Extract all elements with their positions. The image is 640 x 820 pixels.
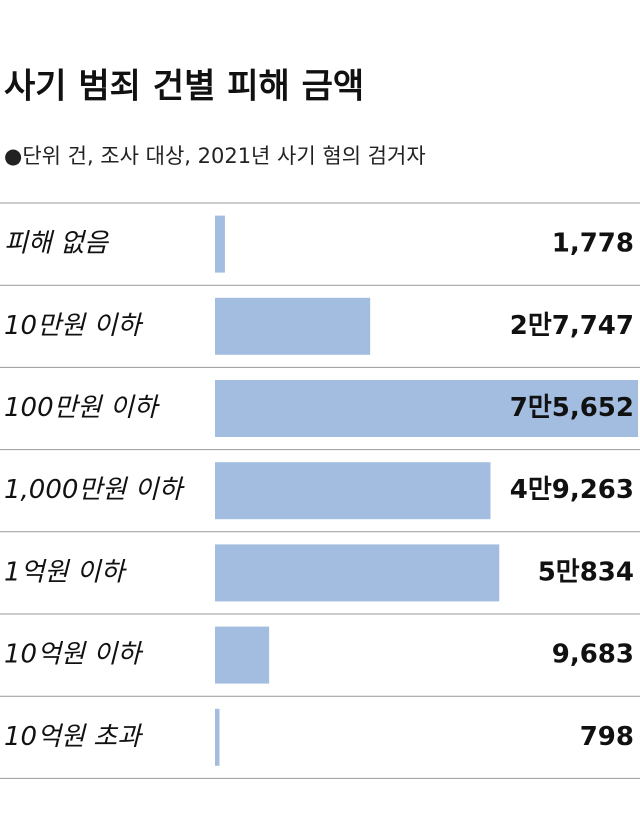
value-label: 1,778 bbox=[552, 229, 634, 259]
category-label: 10만원 이하 bbox=[4, 311, 144, 341]
chart-subtitle: ●단위 건, 조사 대상, 2021년 사기 혐의 검거자 bbox=[4, 144, 426, 168]
value-label: 9,683 bbox=[552, 640, 634, 670]
bar bbox=[215, 544, 500, 602]
value-label: 2만7,747 bbox=[510, 311, 634, 341]
value-label: 798 bbox=[580, 722, 634, 752]
bar bbox=[215, 215, 225, 273]
chart-title: 사기 범죄 건별 피해 금액 bbox=[4, 67, 364, 107]
category-label: 10억원 초과 bbox=[4, 722, 143, 752]
value-label: 4만9,263 bbox=[510, 475, 634, 505]
category-label: 100만원 이하 bbox=[4, 393, 161, 423]
category-label: 1,000만원 이하 bbox=[4, 475, 185, 505]
bar bbox=[215, 462, 491, 520]
value-label: 7만5,652 bbox=[510, 393, 634, 423]
bar bbox=[215, 626, 270, 684]
category-label: 10억원 이하 bbox=[4, 640, 144, 670]
value-label: 5만834 bbox=[538, 557, 634, 587]
category-label: 피해 없음 bbox=[4, 229, 110, 259]
bar bbox=[215, 380, 639, 437]
bar bbox=[215, 708, 220, 766]
bar bbox=[215, 297, 371, 355]
category-label: 1억원 이하 bbox=[4, 557, 128, 587]
